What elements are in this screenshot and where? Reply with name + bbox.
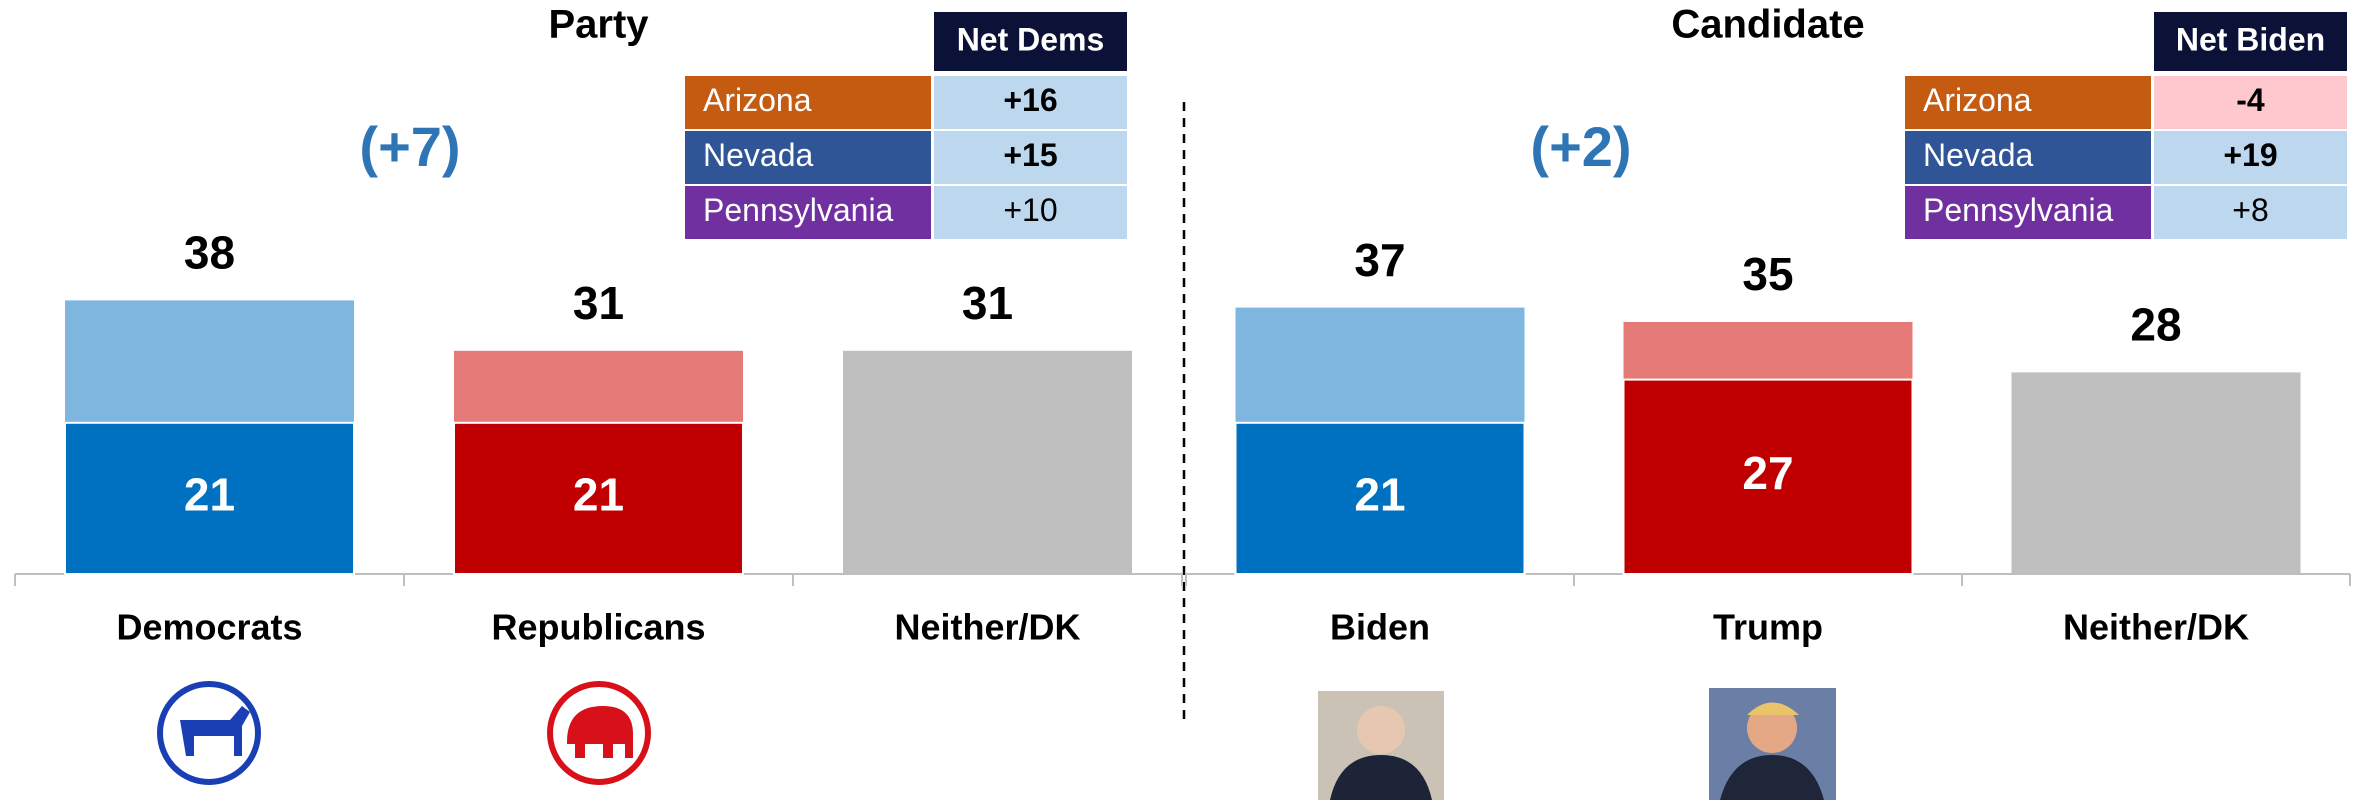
net-value: -4: [2236, 82, 2265, 118]
trump-photo: [1709, 688, 1836, 800]
total-label: 28: [2130, 299, 2181, 351]
table-header-cell: [934, 12, 1127, 71]
net-value: +15: [1003, 137, 1057, 173]
net-value: +19: [2223, 137, 2277, 173]
state-cell: [1905, 76, 2151, 129]
value-cell: [2154, 186, 2347, 239]
state-cell: [1905, 131, 2151, 184]
x-tick-label: Neither/DK: [894, 607, 1080, 648]
inner-label: 21: [184, 469, 235, 521]
state-label: Pennsylvania: [703, 192, 894, 228]
table-header-cell: [2154, 12, 2347, 71]
bar: [1622, 378, 1914, 575]
bar: [453, 421, 744, 575]
bar: [64, 421, 355, 575]
state-cell: [685, 131, 931, 184]
value-cell: [934, 131, 1127, 184]
bar: [1234, 421, 1526, 575]
margin-annotation: (+2): [1530, 115, 1631, 178]
state-label: Pennsylvania: [1923, 192, 2114, 228]
total-label: 31: [962, 277, 1013, 329]
table-header: Net Biden: [2176, 21, 2325, 57]
biden-photo: [1318, 691, 1444, 800]
margin-annotation: (+7): [359, 115, 460, 178]
total-label: 31: [573, 277, 624, 329]
state-cell: [685, 186, 931, 239]
state-label: Nevada: [703, 137, 814, 173]
x-tick-label: Biden: [1330, 607, 1430, 648]
state-label: Arizona: [703, 82, 812, 118]
table-header: Net Dems: [957, 21, 1105, 57]
x-tick-label: Republicans: [491, 607, 705, 648]
inner-label: 21: [1354, 469, 1405, 521]
value-cell: [934, 76, 1127, 129]
x-tick-label: Democrats: [116, 607, 302, 648]
state-cell: [685, 76, 931, 129]
value-cell: [2154, 131, 2347, 184]
inner-label: 21: [573, 469, 624, 521]
total-label: 38: [184, 227, 235, 279]
total-label: 35: [1742, 248, 1793, 300]
x-tick-label: Trump: [1713, 607, 1823, 648]
chart-title: Party: [548, 3, 649, 47]
x-tick-label: Neither/DK: [2063, 607, 2249, 648]
bar: [843, 350, 1132, 574]
value-cell: [934, 186, 1127, 239]
inner-label: 27: [1742, 447, 1793, 499]
total-label: 37: [1354, 234, 1405, 286]
chart-title: Candidate: [1671, 3, 1864, 47]
net-value: +8: [2232, 192, 2268, 228]
state-label: Arizona: [1923, 82, 2032, 118]
net-value: +16: [1003, 82, 1057, 118]
value-cell: [2154, 76, 2347, 129]
bar: [2011, 372, 2301, 574]
state-cell: [1905, 186, 2151, 239]
net-value: +10: [1003, 192, 1057, 228]
state-label: Nevada: [1923, 137, 2034, 173]
republican-logo: [547, 681, 651, 785]
democrat-logo: [157, 681, 261, 785]
